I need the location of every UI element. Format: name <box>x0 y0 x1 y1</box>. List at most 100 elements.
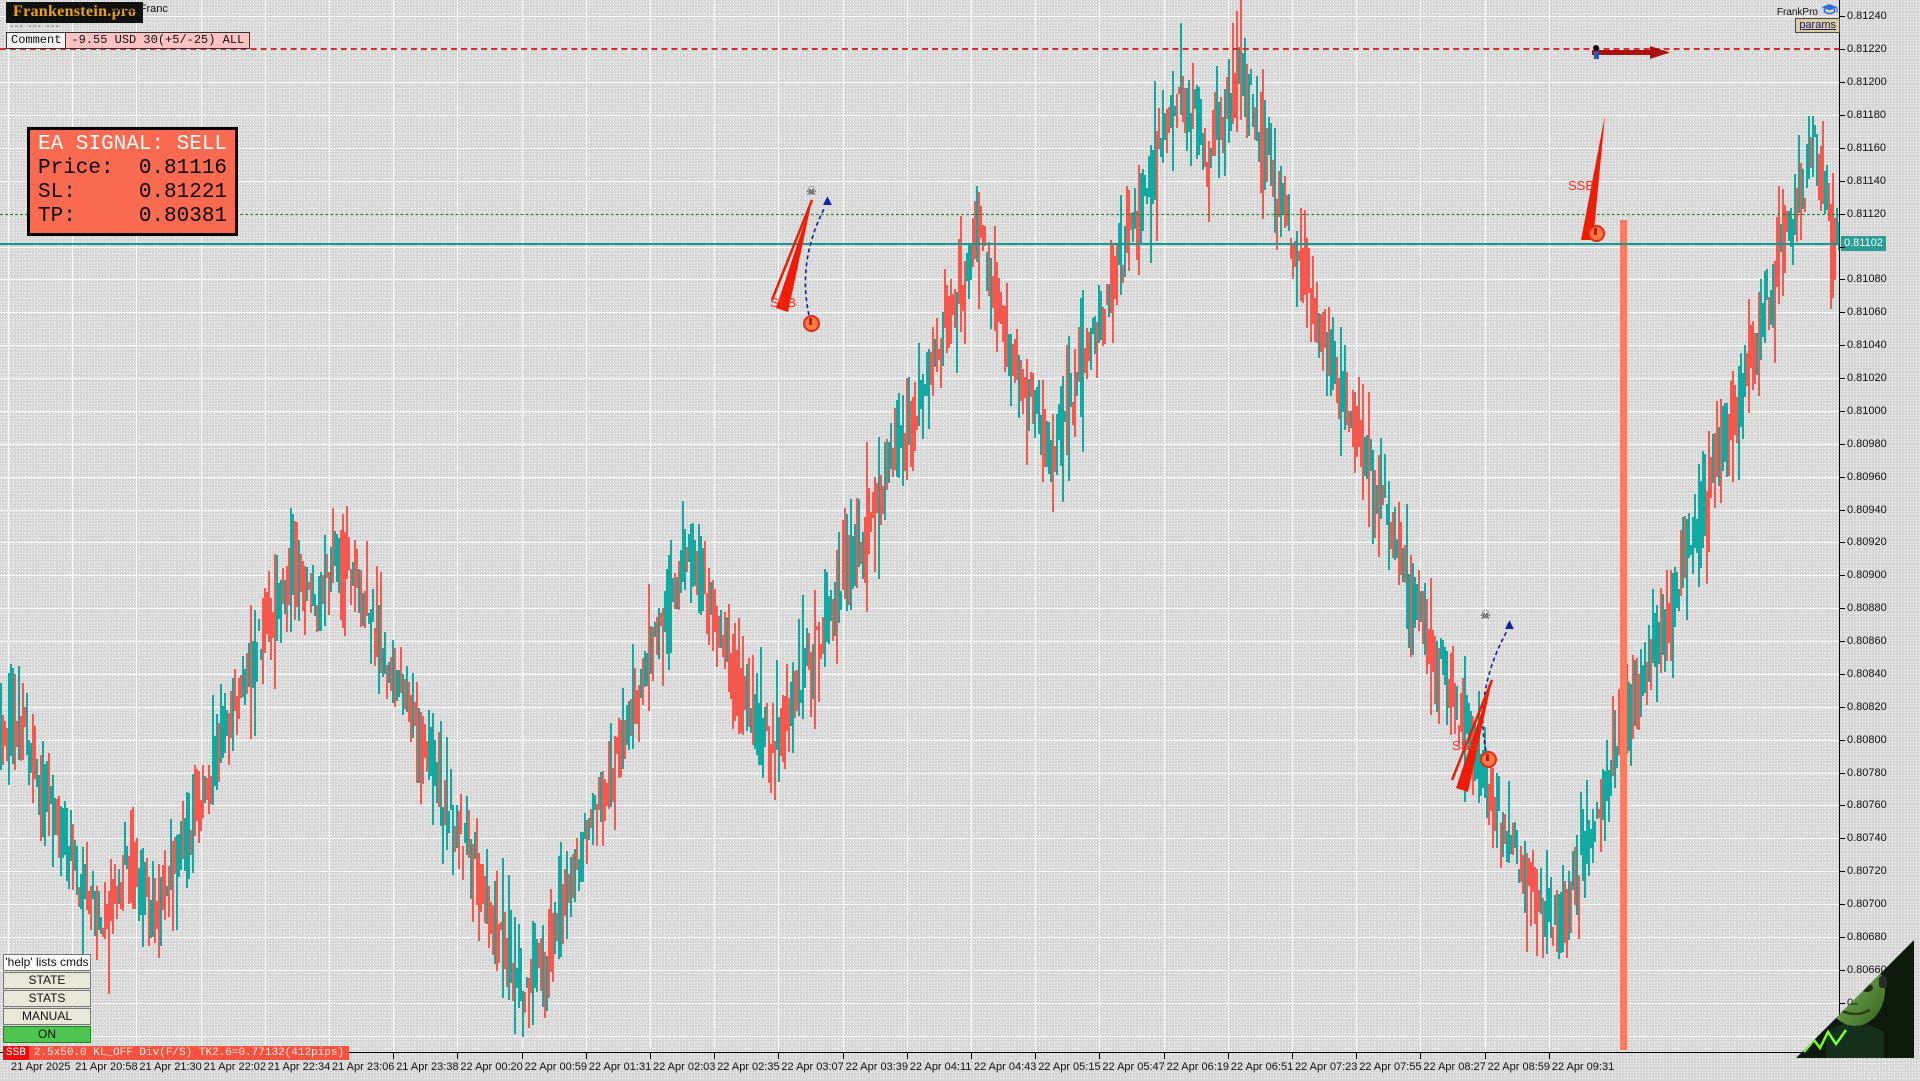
ohlc-bar <box>732 634 734 729</box>
state-button[interactable]: STATE <box>3 972 91 989</box>
ohlc-bar <box>1496 773 1498 849</box>
ohlc-bar <box>1108 283 1110 318</box>
sell-entry-marker-icon[interactable] <box>803 315 820 332</box>
vertical-gridline <box>1484 0 1486 1052</box>
ohlc-bar <box>814 589 816 729</box>
ohlc-bar <box>322 575 324 604</box>
ohlc-bar <box>1236 10 1238 132</box>
ohlc-bar <box>320 571 322 631</box>
ohlc-bar <box>854 524 856 586</box>
ohlc-bar <box>1536 869 1538 957</box>
price-axis-tick <box>1840 575 1845 577</box>
sell-entry-marker-icon[interactable] <box>1588 225 1605 242</box>
ohlc-bar <box>686 546 688 573</box>
ohlc-bar <box>1444 646 1446 686</box>
ohlc-bar <box>818 622 820 702</box>
ohlc-bar <box>872 492 874 519</box>
ea-signal-sl-row: SL: 0.81221 <box>38 181 228 204</box>
ohlc-bar <box>1018 354 1020 419</box>
frankenstein-avatar <box>1796 940 1914 1058</box>
ohlc-bar <box>228 713 230 766</box>
ohlc-bar <box>840 591 842 611</box>
ohlc-bar <box>394 648 396 708</box>
price-axis[interactable]: 0.81102 0.81240 0.81220 0.81200 0.81180 0.81… <box>1839 0 1920 1052</box>
ohlc-bar <box>424 724 426 759</box>
ohlc-bar <box>738 617 740 734</box>
ohlc-bar <box>1678 588 1680 612</box>
params-button[interactable]: params <box>1795 18 1840 33</box>
marker-cluster-1[interactable]: ☠ ▲ SSB <box>0 0 1840 1052</box>
ohlc-bar <box>730 652 732 700</box>
ohlc-bar <box>796 670 798 712</box>
ohlc-bar <box>1546 850 1548 954</box>
ohlc-bar <box>1748 299 1750 413</box>
ohlc-bar <box>1222 117 1224 154</box>
ohlc-bar <box>974 200 976 260</box>
ohlc-bar <box>1202 132 1204 170</box>
price-axis-label: 0.81120 <box>1847 207 1886 220</box>
ohlc-bar <box>1538 889 1540 913</box>
price-axis-label: 0.81060 <box>1847 306 1887 319</box>
sell-entry-marker-icon[interactable] <box>1480 751 1497 768</box>
ohlc-bar <box>368 613 370 624</box>
horizontal-gridline <box>0 246 1840 248</box>
ohlc-bar <box>846 513 848 611</box>
ohlc-bar <box>1136 210 1138 260</box>
time-axis-label: 22 Apr 07:55 <box>1359 1061 1422 1073</box>
ohlc-bar <box>94 891 96 937</box>
ohlc-bar <box>1166 109 1168 153</box>
vertical-gridline <box>8 0 9 1052</box>
ohlc-bar <box>338 538 340 593</box>
ohlc-bar <box>810 652 812 718</box>
on-toggle-button[interactable]: ON <box>3 1026 91 1043</box>
time-axis-label: 22 Apr 02:35 <box>717 1061 780 1073</box>
ohlc-bar <box>312 564 314 606</box>
vertical-gridline <box>1420 0 1422 1052</box>
ohlc-bar <box>1398 502 1400 585</box>
current-price-badge: 0.81102 <box>1841 236 1886 252</box>
price-chart[interactable]: ☠ ▲ SSB ☠ ▲ SSB SSB <box>0 0 1840 1052</box>
ohlc-bar <box>438 732 440 807</box>
marker-cluster-2[interactable]: ☠ ▲ SSB <box>0 0 1840 1052</box>
ohlc-bar <box>442 806 444 864</box>
ohlc-bar <box>166 885 168 896</box>
ohlc-bar <box>226 710 228 737</box>
ohlc-bar <box>204 776 206 803</box>
ohlc-bar <box>550 888 552 972</box>
price-axis-tick <box>1840 147 1845 149</box>
sell-entry-vertical-marker <box>1620 220 1627 1050</box>
help-hint-button[interactable]: 'help' lists cmds <box>3 954 91 971</box>
ohlc-bar <box>1804 197 1806 213</box>
ohlc-bar <box>1508 780 1510 863</box>
ohlc-bar <box>1316 281 1318 343</box>
ohlc-bar <box>918 343 920 427</box>
ohlc-bar <box>672 578 674 603</box>
ohlc-bar <box>1354 391 1356 474</box>
vertical-gridline <box>585 0 587 1052</box>
ohlc-bar <box>1098 285 1100 343</box>
ohlc-bar <box>1184 87 1186 134</box>
ohlc-bar <box>140 849 142 915</box>
price-axis-tick <box>1840 180 1845 182</box>
marker-cluster-3[interactable]: SSB <box>0 0 1840 1052</box>
ohlc-bar <box>1612 695 1614 776</box>
ohlc-bar <box>1110 240 1112 314</box>
take-profit-line <box>0 213 1840 215</box>
stats-button[interactable]: STATS <box>3 990 91 1007</box>
ohlc-bar <box>1190 112 1192 167</box>
ohlc-bar <box>74 840 76 871</box>
ohlc-bar <box>1580 791 1582 855</box>
ohlc-bar <box>1760 279 1762 361</box>
vertical-gridline <box>200 0 202 1052</box>
vertical-gridline <box>1227 0 1229 1052</box>
ohlc-bar <box>956 291 958 373</box>
ohlc-bar <box>1156 130 1158 241</box>
manual-button[interactable]: MANUAL <box>3 1008 91 1025</box>
horizontal-gridline <box>0 410 1840 412</box>
horizontal-gridline <box>0 509 1840 511</box>
ohlc-bar <box>1042 379 1044 483</box>
ohlc-bar <box>1402 548 1404 582</box>
ohlc-bar <box>1460 693 1462 732</box>
ohlc-bar <box>1510 835 1512 855</box>
ohlc-bar <box>702 547 704 612</box>
